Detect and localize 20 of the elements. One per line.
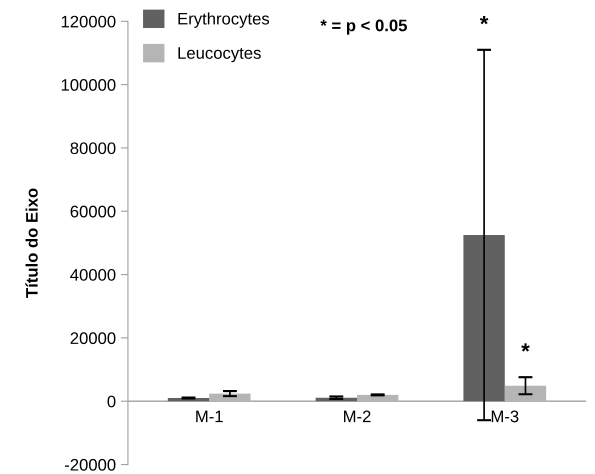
x-tick-label: M-3 bbox=[492, 410, 518, 422]
y-tick-label: 20000 bbox=[70, 332, 116, 344]
y-tick-label: 80000 bbox=[70, 142, 116, 154]
legend-label: Erythrocytes bbox=[178, 12, 270, 28]
y-tick-label: 100000 bbox=[62, 79, 116, 91]
y-tick-label: 120000 bbox=[62, 16, 116, 28]
y-tick-label: 0 bbox=[108, 396, 116, 408]
annotation: * bbox=[480, 16, 488, 24]
x-tick-label: M-2 bbox=[344, 410, 371, 422]
y-tick-label: 60000 bbox=[70, 206, 116, 218]
y-tick-label: -20000 bbox=[64, 458, 116, 471]
legend-label: Leucocytes bbox=[178, 47, 261, 62]
annotation: * = p < 0.05 bbox=[320, 20, 407, 35]
annotation: * bbox=[521, 343, 530, 352]
bar bbox=[504, 386, 546, 402]
bar bbox=[209, 394, 251, 402]
x-tick-label: M-1 bbox=[196, 410, 223, 422]
y-axis-title: Título do Eixo bbox=[25, 188, 38, 298]
bar bbox=[463, 235, 505, 402]
y-tick-label: 40000 bbox=[70, 268, 116, 281]
